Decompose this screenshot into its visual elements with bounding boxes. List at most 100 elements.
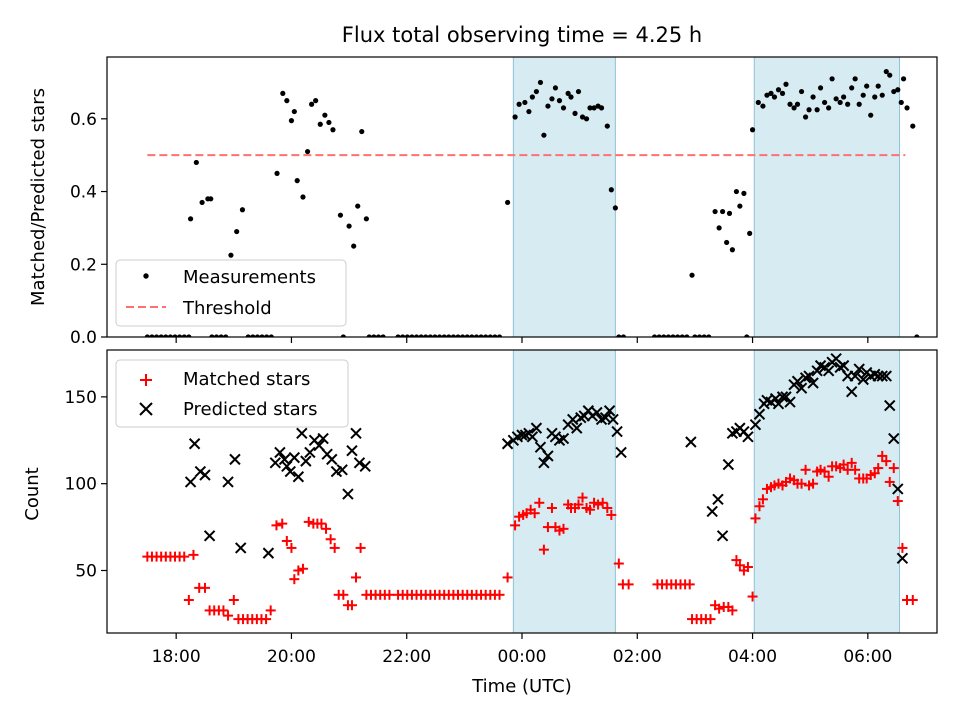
measurements-point [404,334,410,337]
measurements-point [274,170,280,176]
measurements-point [783,81,789,87]
bottom-legend: Matched stars Predicted stars [115,359,349,428]
predicted-stars-point [742,431,754,443]
predicted-stars-point [203,530,216,542]
predicted-stars-point [706,505,718,518]
measurements-point [346,223,352,229]
predicted-stars-point [542,450,554,462]
matched-stars-point [355,542,366,553]
predicted-stars-point [769,392,782,405]
measurements-point [163,334,169,337]
predicted-stars-point [359,460,371,473]
measurements-point [432,334,438,337]
measurements-point [268,334,274,337]
predicted-stars-point [304,446,316,459]
matched-stars-point [223,610,234,621]
measurements-point [199,199,205,206]
x-tick-label: 04:00 [728,647,777,667]
measurements-point [541,132,547,138]
observing-window-1 [753,350,901,633]
matched-stars-point [602,502,613,513]
matched-stars-point [757,494,768,505]
predicted-stars-point [799,372,812,384]
measurements-point [822,99,828,106]
predicted-stars-point [326,453,338,466]
measurements-point [355,203,361,209]
measurements-point [288,118,295,124]
x-axis-label: Time (UTC) [471,676,572,697]
matched-stars-point [577,492,588,503]
matched-stars-point [346,600,357,611]
measurements-point [852,76,858,82]
predicted-stars-point [807,377,819,389]
measurements-point [409,334,415,337]
measurements-point [810,94,816,100]
measurements-point [516,101,522,107]
matched-stars-point [727,605,738,616]
predicted-stars-point [591,406,603,419]
measurements-point [604,123,610,129]
measurements-point [209,334,215,337]
matched-stars-point [585,504,596,515]
y-tick-label: 100 [65,475,97,495]
matched-stars-point [297,563,308,574]
measurements-point [187,216,194,222]
measurements-point [483,334,489,337]
measurements-point [837,99,843,106]
matched-stars-point [846,457,857,468]
x-tick-label: 02:00 [613,647,662,667]
matched-stars-point [289,574,300,585]
x-tick-label: 20:00 [267,647,316,667]
predicted-stars-point [336,464,348,476]
matched-stars-point [873,463,884,474]
predicted-stars-point [784,396,796,408]
measurements-point [371,334,377,337]
predicted-stars-point [516,429,528,441]
measurements-point [469,334,475,337]
measurements-point [744,334,750,337]
measurements-point [814,107,820,113]
measurements-point [504,199,511,206]
measurements-point [313,98,319,104]
measurements-point [294,178,300,184]
measurements-point [741,190,747,196]
predicted-stars-point [615,446,627,459]
predicted-stars-point [795,382,808,394]
measurements-point [729,247,735,253]
measurements-point [775,87,782,93]
matched-stars-point [338,589,349,600]
measurements-point [712,208,718,215]
predicted-stars-point [791,375,804,387]
predicted-stars-point [849,370,861,382]
matched-stars-point [731,555,742,566]
measurements-point [450,334,457,337]
measurements-point [845,101,851,107]
measurements-point [254,334,261,337]
predicted-stars-point [892,483,904,495]
legend-predicted-marker [139,402,153,416]
matched-stars-point [705,614,716,625]
predicted-stars-point [353,457,366,469]
predicted-stars-point [880,370,892,382]
measurements-point [549,96,555,102]
measurements-point [300,194,306,200]
y-tick-label: 0.0 [70,328,97,348]
predicted-stars-point [199,469,211,481]
matched-stars-point [714,603,725,614]
matched-stars-point [684,579,695,590]
matched-stars-point [303,516,314,527]
matched-stars-point [265,605,276,616]
measurements-point [616,334,622,337]
predicted-stars-point [712,493,724,506]
x-tick-label: 18:00 [152,647,201,667]
predicted-stars-point [222,476,234,488]
measurements-point [380,334,386,337]
bottom-y-axis-label: Count [22,467,43,520]
legend-measurements-label: Measurements [183,267,316,288]
measurements-point [879,92,885,98]
predicted-stars-point [350,427,362,440]
measurements-point [872,94,878,100]
measurements-point [234,228,240,235]
measurements-point [330,127,336,133]
